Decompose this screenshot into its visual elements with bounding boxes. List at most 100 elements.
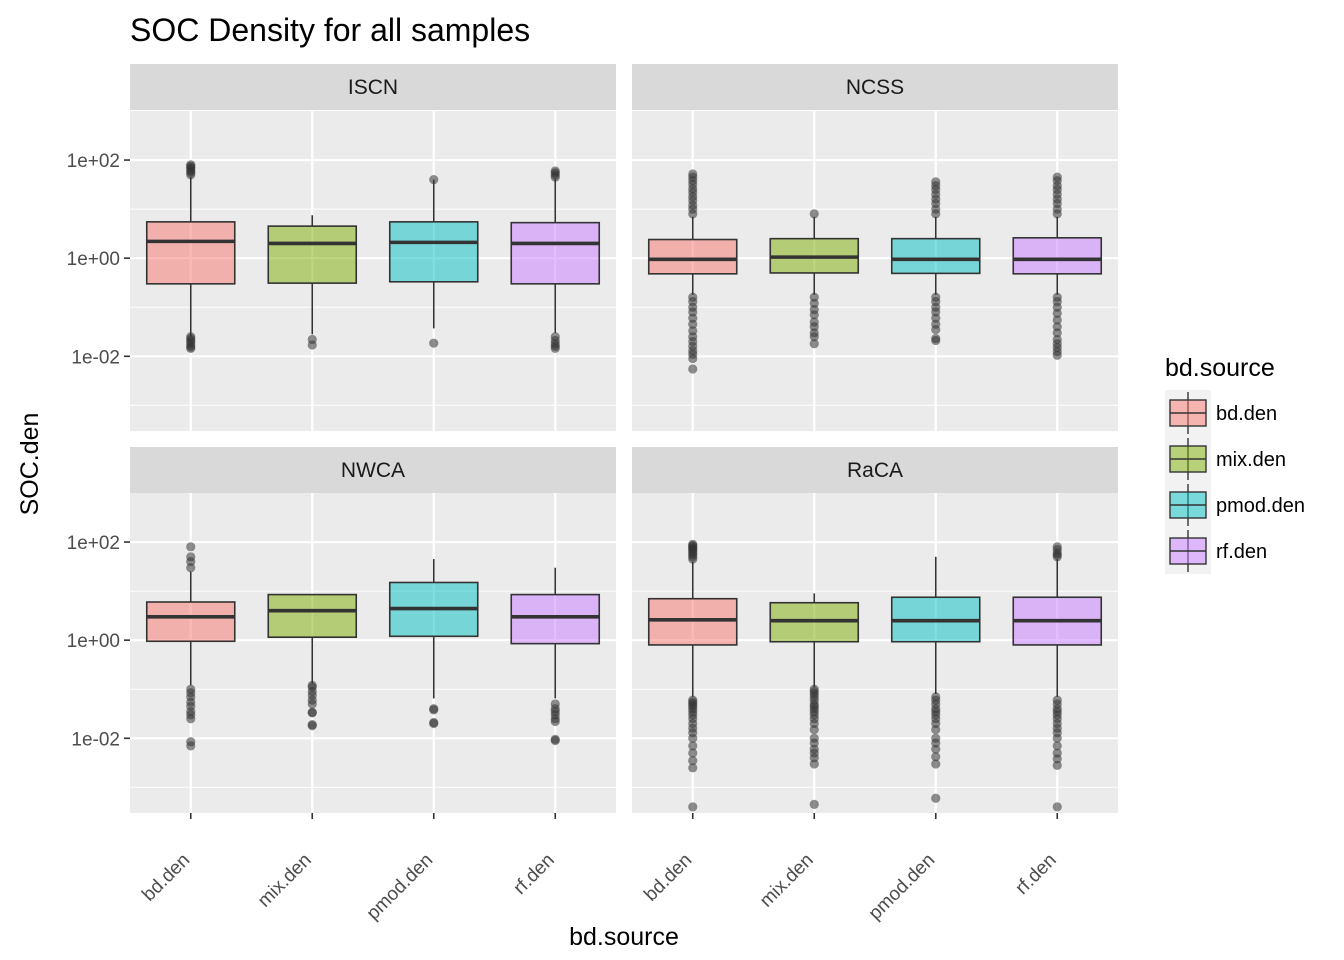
facet-nwca: NWCA [130,447,616,813]
x-tick-label: rf.den [510,850,559,899]
box-iqr [1012,237,1103,275]
box-iqr [890,237,981,275]
outlier-point [688,326,698,336]
legend-label: pmod.den [1216,495,1305,517]
x-tick-label: mix.den [254,850,316,912]
y-tick-label: 1e+02 [67,533,120,554]
outlier-point [688,756,698,766]
legend: bd.source bd.den mix.den pmod.den rf.den [1165,354,1305,574]
outlier-point [186,552,196,562]
outlier-point [931,333,941,344]
outlier-point [186,737,196,747]
box-nwca-pmod-den [388,559,479,729]
y-tick-label: 1e+00 [67,631,120,652]
box-nwca-mix-den [267,593,358,731]
box-iqr [510,593,601,645]
facet-ncss: NCSS [632,64,1118,431]
box-iqr [145,221,236,285]
outlier-point [809,339,819,349]
outlier-point [688,292,698,302]
outlier-point [1052,760,1062,771]
legend-label: bd.den [1216,403,1277,425]
box-iqr [267,225,358,284]
legend-entry-rf-den: rf.den [1165,528,1267,574]
panel-background-raca [632,493,1118,813]
outlier-point [550,699,560,709]
outlier-point [809,292,819,302]
outlier-point [688,748,698,758]
box-iscn-pmod-den [388,174,479,348]
outlier-point [550,332,560,342]
outlier-point [931,177,941,187]
x-tick-label: rf.den [1012,850,1061,899]
outlier-point [307,680,317,690]
y-tick-label: 1e-02 [71,347,120,368]
outlier-point [688,763,698,773]
outlier-point [809,684,819,694]
legend-title: bd.source [1165,354,1275,382]
outlier-point [1052,695,1062,705]
box-nwca-bd-den [145,542,236,751]
box-iscn-bd-den [145,160,236,353]
facet-strip-iscn [130,64,616,110]
outlier-point [186,684,196,694]
outlier-point [1052,802,1062,812]
box-raca-rf-den [1012,542,1103,812]
legend-label: rf.den [1216,541,1267,563]
outlier-point [1052,748,1062,758]
legend-entry-pmod-den: pmod.den [1165,482,1305,528]
box-ncss-bd-den [647,169,738,374]
outlier-point [688,741,698,751]
outlier-point [429,174,439,185]
outlier-point [186,160,196,170]
outlier-point [931,752,941,762]
box-iqr [267,593,358,638]
facet-strip-label-iscn: ISCN [348,76,398,99]
box-iqr [647,238,738,275]
outlier-point [1052,334,1062,345]
box-iscn-rf-den [510,166,601,353]
facet-iscn: ISCN [130,64,616,431]
outlier-point [688,539,698,549]
outlier-point [1052,315,1062,325]
panel-background-nwca [130,493,616,813]
box-iqr [145,601,236,643]
outlier-point [809,799,819,809]
facet-strip-label-raca: RaCA [847,459,903,482]
outlier-point [688,169,698,179]
y-axis-title: SOC.den [16,413,44,516]
x-tick-label: bd.den [138,850,194,906]
outlier-point [1052,542,1062,552]
outlier-point [931,692,941,702]
facet-strip-raca [632,447,1118,493]
legend-entry-bd-den: bd.den [1165,390,1277,436]
outlier-point [688,802,698,812]
outlier-point [429,338,439,348]
x-tick-label: bd.den [640,850,696,906]
facet-raca: RaCA [632,447,1118,813]
outlier-point [550,166,560,176]
facet-strip-ncss [632,64,1118,110]
box-nwca-rf-den [510,567,601,746]
box-iscn-mix-den [267,215,358,350]
facet-strip-label-nwca: NWCA [341,459,405,482]
box-iqr [510,221,601,285]
outlier-point [307,707,317,717]
legend-entries: bd.den mix.den pmod.den rf.den [1165,390,1305,574]
y-tick-label: 1e+00 [67,249,120,270]
outlier-point [429,704,439,714]
x-tick-label: pmod.den [865,850,940,925]
outlier-point [688,695,698,705]
chart-title: SOC Density for all samples [130,12,530,48]
box-iqr [647,597,738,646]
outlier-point [1052,741,1062,751]
outlier-point [550,734,560,744]
x-axis-title: bd.source [569,923,679,951]
box-raca-mix-den [769,593,860,809]
outlier-point [809,733,819,743]
y-tick-label: 1e+02 [67,151,120,172]
box-raca-bd-den [647,539,738,812]
outlier-point [1052,322,1062,332]
facet-panels: ISCN NCSS NWCA RaCA [130,64,1118,813]
